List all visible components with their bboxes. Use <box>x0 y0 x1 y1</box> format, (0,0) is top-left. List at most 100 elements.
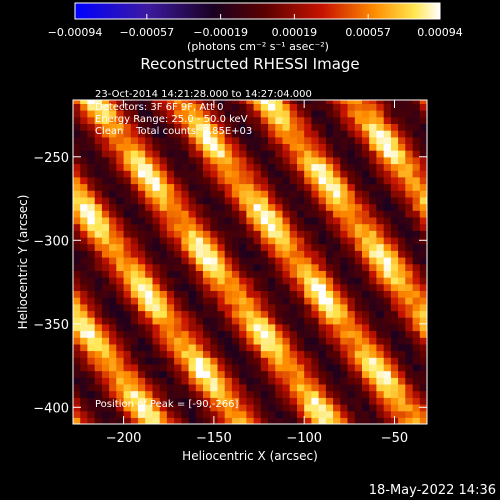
heatmap-cell <box>376 136 385 144</box>
heatmap-cell <box>188 277 197 285</box>
heatmap-cell <box>398 283 406 291</box>
heatmap-cell <box>174 183 182 191</box>
heatmap-cell <box>362 397 370 405</box>
heatmap-cell <box>159 130 168 138</box>
heatmap-cell <box>188 163 197 171</box>
heatmap-cell <box>246 390 255 398</box>
heatmap-cell <box>203 263 211 271</box>
heatmap-cell <box>116 163 125 171</box>
heatmap-cell <box>188 203 197 211</box>
heatmap-cell <box>239 350 247 358</box>
heatmap-cell <box>390 357 399 365</box>
colorbar <box>74 2 441 20</box>
heatmap-cell <box>246 303 255 312</box>
heatmap-cell <box>304 150 312 158</box>
heatmap-cell <box>87 183 96 191</box>
heatmap-cell <box>390 343 399 352</box>
heatmap-cell <box>405 297 414 305</box>
heatmap-cell <box>159 417 168 424</box>
heatmap-cell <box>166 283 175 291</box>
heatmap-cell <box>217 243 226 251</box>
heatmap-cell <box>282 163 291 171</box>
heatmap-cell <box>325 243 334 251</box>
heatmap-cell <box>152 377 161 385</box>
heatmap-cell <box>109 390 117 398</box>
heatmap-cell <box>311 323 320 332</box>
heatmap-cell <box>123 176 132 185</box>
heatmap-cell <box>383 100 392 104</box>
heatmap-cell <box>159 116 168 124</box>
heatmap-cell <box>398 170 406 178</box>
heatmap-cell <box>188 350 197 358</box>
heatmap-cell <box>340 343 349 352</box>
heatmap-cell <box>152 170 161 178</box>
heatmap-cell <box>101 350 110 358</box>
heatmap-cell <box>145 143 153 151</box>
heatmap-cell <box>318 250 327 258</box>
heatmap-cell <box>340 123 349 131</box>
heatmap-cell <box>318 176 327 185</box>
heatmap-cell <box>217 270 226 278</box>
annotation-total-counts: Clean Total counts: 2.85E+03 <box>95 126 252 137</box>
heatmap-cell <box>282 290 291 298</box>
heatmap-cell <box>239 130 247 138</box>
heatmap-cell <box>239 357 247 365</box>
heatmap-cell <box>80 116 88 124</box>
heatmap-cell <box>340 270 349 278</box>
heatmap-cell <box>116 130 125 138</box>
heatmap-cell <box>369 236 377 245</box>
heatmap-cell <box>94 150 103 158</box>
heatmap-cell <box>347 156 356 165</box>
heatmap-cell <box>419 297 427 305</box>
heatmap-cell <box>94 303 103 312</box>
heatmap-cell <box>268 123 276 131</box>
heatmap-cell <box>268 203 276 211</box>
heatmap-cell <box>260 390 269 398</box>
heatmap-cell <box>73 357 81 365</box>
heatmap-cell <box>398 236 406 245</box>
heatmap-cell <box>289 257 298 265</box>
heatmap-cell <box>340 203 349 211</box>
heatmap-cell <box>123 410 132 418</box>
heatmap-cell <box>210 383 219 392</box>
heatmap-cell <box>231 277 240 285</box>
heatmap-cell <box>130 337 139 345</box>
heatmap-cell <box>253 263 262 271</box>
heatmap-cell <box>181 196 190 205</box>
heatmap-cell <box>398 337 406 345</box>
heatmap-cell <box>362 230 370 238</box>
heatmap-cell <box>188 290 197 298</box>
heatmap-cell <box>383 330 392 338</box>
heatmap-cell <box>130 257 139 265</box>
heatmap-cell <box>304 404 312 412</box>
heatmap-cell <box>94 297 103 305</box>
heatmap-cell <box>73 210 81 218</box>
heatmap-cell <box>289 377 298 385</box>
heatmap-cell <box>376 350 385 358</box>
heatmap-cell <box>260 283 269 291</box>
heatmap-cell <box>340 230 349 238</box>
heatmap-cell <box>282 143 291 151</box>
heatmap-cell <box>347 136 356 144</box>
heatmap-cell <box>354 330 363 338</box>
y-tick-label: −250 <box>33 151 69 166</box>
heatmap-cell <box>390 383 399 392</box>
heatmap-cell <box>282 130 291 138</box>
heatmap-cell <box>383 116 392 124</box>
heatmap-cell <box>138 297 146 305</box>
heatmap-cell <box>268 310 276 318</box>
heatmap-cell <box>333 370 341 378</box>
heatmap-cell <box>166 230 175 238</box>
heatmap-cell <box>123 397 132 405</box>
heatmap-cell <box>398 100 406 104</box>
heatmap-cell <box>390 297 399 305</box>
heatmap-cell <box>231 323 240 332</box>
heatmap-cell <box>354 183 363 191</box>
heatmap-cell <box>109 156 117 165</box>
heatmap-cell <box>73 297 81 305</box>
heatmap-cell <box>340 350 349 358</box>
heatmap-cell <box>203 103 211 111</box>
heatmap-cell <box>405 410 414 418</box>
heatmap-cell <box>311 190 320 198</box>
heatmap-cell <box>166 136 175 144</box>
